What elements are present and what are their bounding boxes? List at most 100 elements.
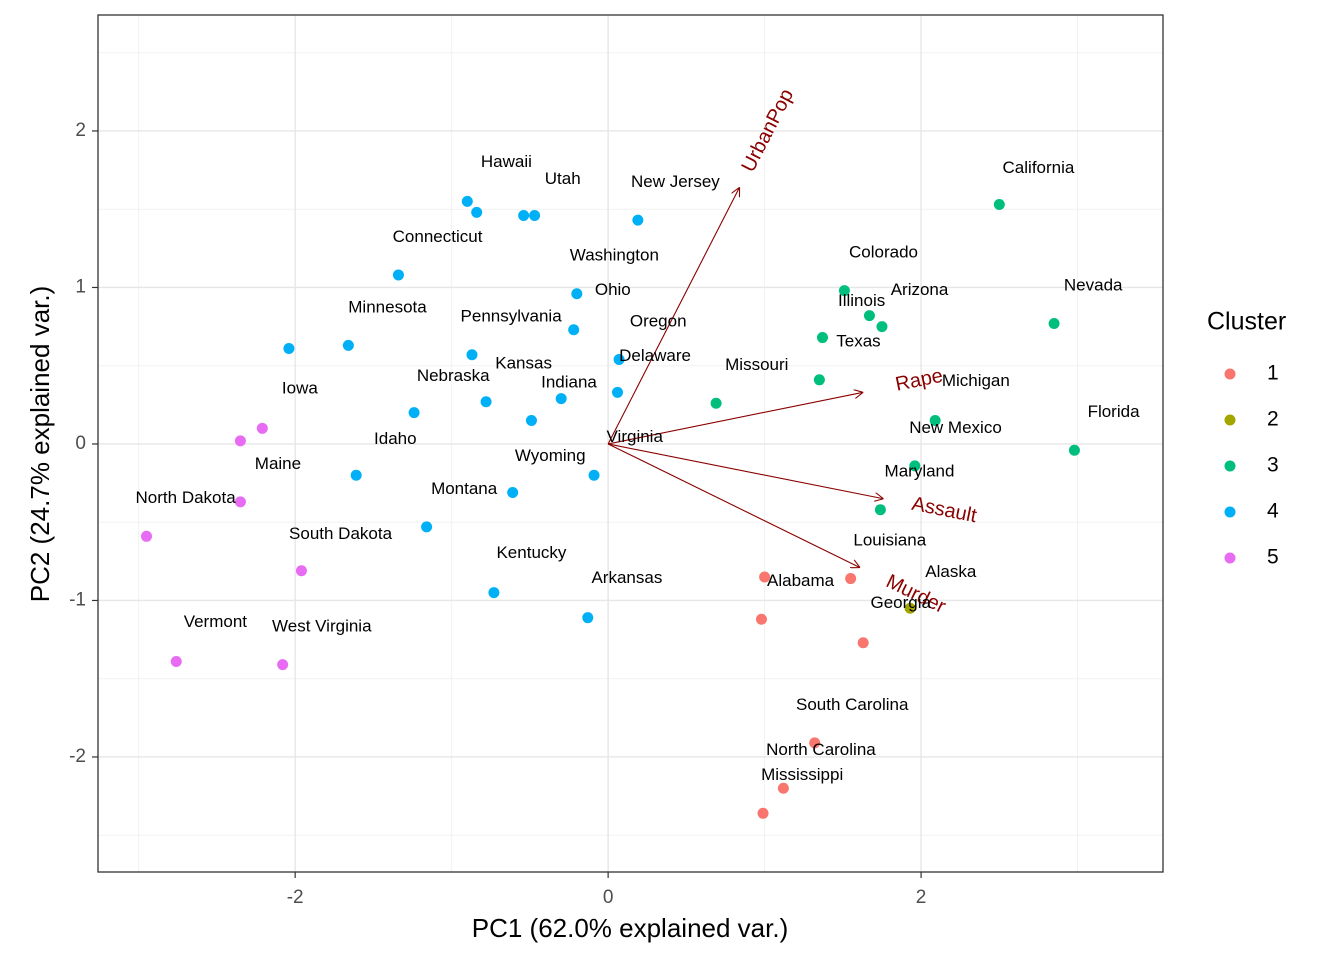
state-label: Nevada: [1064, 275, 1123, 294]
state-label: Louisiana: [853, 530, 926, 549]
state-label: Wyoming: [515, 446, 586, 465]
y-tick-label: 0: [75, 433, 86, 454]
point: [466, 349, 478, 361]
state-label: California: [1003, 158, 1075, 177]
state-label: Ohio: [595, 280, 631, 299]
legend-swatch: [1224, 552, 1236, 564]
state-label: Delaware: [619, 346, 691, 365]
point: [582, 612, 594, 624]
point: [461, 195, 473, 207]
y-tick-label: 2: [75, 120, 86, 141]
state-label: Maine: [255, 454, 301, 473]
legend-label: 5: [1267, 546, 1279, 569]
state-label: North Carolina: [766, 740, 876, 759]
point: [571, 288, 583, 300]
point: [909, 460, 921, 472]
points: [141, 195, 1080, 819]
state-label: New Mexico: [909, 418, 1002, 437]
point: [480, 396, 492, 408]
state-label: Mississippi: [761, 765, 843, 784]
point: [408, 407, 420, 419]
point: [874, 504, 886, 516]
legend-label: 2: [1267, 408, 1279, 431]
legend-label: 1: [1267, 362, 1279, 385]
legend: Cluster 1 2 3 4 5: [1207, 308, 1286, 569]
state-label: Indiana: [541, 372, 597, 391]
state-label: Illinois: [838, 291, 885, 310]
state-label: Florida: [1088, 402, 1141, 421]
point: [1068, 444, 1080, 456]
point: [813, 374, 825, 386]
point: [845, 573, 857, 585]
legend-swatch: [1224, 460, 1236, 472]
state-label: West Virginia: [272, 617, 372, 636]
point: [555, 393, 567, 405]
state-label: Oregon: [630, 311, 687, 330]
point: [876, 321, 888, 333]
y-axis-title: PC2 (24.7% explained var.): [25, 286, 55, 603]
point: [857, 637, 869, 649]
point: [568, 324, 580, 336]
point: [295, 565, 307, 577]
point: [277, 659, 289, 671]
point: [234, 435, 246, 447]
point: [170, 656, 182, 668]
point: [809, 737, 821, 749]
point: [993, 199, 1005, 211]
y-tick-label: 1: [75, 276, 86, 297]
point: [141, 530, 153, 542]
x-axis-title: PC1 (62.0% explained var.): [472, 913, 789, 943]
state-label: Connecticut: [393, 227, 483, 246]
point: [421, 521, 433, 533]
state-label: Arizona: [891, 280, 949, 299]
point: [488, 587, 500, 599]
state-label: Missouri: [725, 355, 788, 374]
state-label: Hawaii: [481, 152, 532, 171]
y-tick-label: -1: [69, 589, 86, 610]
state-label: Pennsylvania: [461, 307, 563, 326]
point: [863, 310, 875, 322]
grid: [98, 15, 1163, 872]
state-label: Nebraska: [417, 366, 490, 385]
state-label: Virginia: [607, 427, 664, 446]
legend-swatch: [1224, 368, 1236, 380]
point: [817, 332, 829, 344]
state-label: New Jersey: [631, 172, 720, 191]
legend-swatch: [1224, 414, 1236, 426]
point: [342, 339, 354, 351]
state-label: Alaska: [925, 562, 977, 581]
state-label: Texas: [836, 332, 880, 351]
loading-arrow: [607, 187, 739, 445]
point: [632, 214, 644, 226]
state-label: South Dakota: [289, 524, 393, 543]
state-label: Minnesota: [348, 297, 427, 316]
state-label: Idaho: [374, 429, 417, 448]
point: [283, 343, 295, 355]
point: [234, 496, 246, 508]
state-label: Maryland: [885, 462, 955, 481]
state-label: Kentucky: [496, 543, 566, 562]
point: [755, 613, 767, 625]
axes: -2 0 2 -2 -1 0 1 2: [69, 120, 926, 908]
loading-arrow: [607, 443, 860, 568]
point: [529, 209, 541, 221]
legend-swatch: [1224, 506, 1236, 518]
legend-title: Cluster: [1207, 308, 1286, 336]
point: [757, 807, 769, 819]
point: [904, 602, 916, 614]
y-tick-label: -2: [69, 746, 86, 767]
point: [525, 414, 537, 426]
state-label: Alabama: [767, 571, 835, 590]
x-tick-label: 2: [916, 887, 927, 908]
legend-label: 4: [1267, 500, 1279, 523]
point: [777, 782, 789, 794]
point: [392, 269, 404, 281]
state-label: Iowa: [282, 379, 318, 398]
state-label: Montana: [431, 479, 498, 498]
point: [1048, 317, 1060, 329]
point: [838, 285, 850, 297]
legend-label: 3: [1267, 454, 1279, 477]
state-label: Utah: [545, 169, 581, 188]
point: [929, 414, 941, 426]
